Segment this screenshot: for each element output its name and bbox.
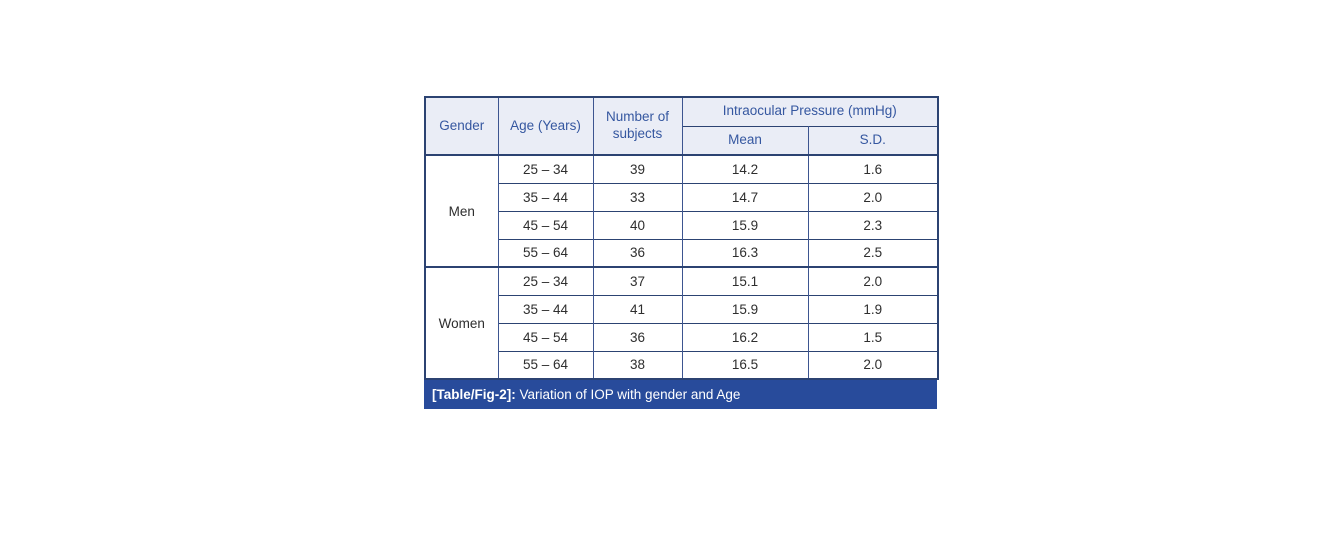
table-row: 55 – 64 38 16.5 2.0 — [425, 350, 939, 379]
cell-mean: 16.3 — [681, 238, 809, 267]
gender-cell-women: Women — [424, 266, 499, 379]
cell-sd: 2.0 — [807, 182, 939, 211]
cell-sd: 2.0 — [807, 350, 939, 379]
cell-subjects: 41 — [592, 294, 683, 323]
cell-sd: 1.6 — [807, 154, 939, 183]
col-header-age: Age (Years) — [497, 97, 594, 155]
table-row: 45 – 54 36 16.2 1.5 — [425, 322, 939, 351]
cell-age: 35 – 44 — [497, 182, 594, 211]
col-header-gender: Gender — [424, 97, 499, 155]
iop-table: Gender Age (Years) Number of subjects In… — [424, 96, 940, 380]
cell-sd: 2.0 — [807, 266, 939, 295]
gender-cell-men: Men — [424, 154, 499, 267]
cell-mean: 15.1 — [681, 266, 809, 295]
cell-subjects: 39 — [592, 154, 683, 183]
cell-mean: 16.5 — [681, 350, 809, 379]
cell-age: 25 – 34 — [497, 266, 594, 295]
cell-sd: 2.5 — [807, 238, 939, 267]
cell-age: 35 – 44 — [497, 294, 594, 323]
table-body: Men 25 – 34 39 14.2 1.6 35 – 44 33 14.7 … — [424, 154, 939, 379]
col-header-subjects: Number of subjects — [592, 97, 683, 155]
cell-age: 45 – 54 — [497, 210, 594, 239]
caption-label: [Table/Fig-2]: — [432, 387, 516, 402]
caption-text: Variation of IOP with gender and Age — [515, 387, 741, 402]
cell-subjects: 40 — [592, 210, 683, 239]
cell-subjects: 33 — [592, 182, 683, 211]
table-figure: Gender Age (Years) Number of subjects In… — [424, 96, 940, 409]
cell-subjects: 38 — [592, 350, 683, 379]
cell-mean: 14.7 — [681, 182, 809, 211]
table-caption: [Table/Fig-2]: Variation of IOP with gen… — [424, 380, 937, 409]
cell-mean: 16.2 — [681, 322, 809, 351]
table-row: 45 – 54 40 15.9 2.3 — [425, 210, 939, 239]
cell-sd: 1.9 — [807, 294, 939, 323]
cell-age: 55 – 64 — [497, 238, 594, 267]
table-header: Gender Age (Years) Number of subjects In… — [424, 97, 939, 155]
table-row: 35 – 44 41 15.9 1.9 — [425, 294, 939, 323]
cell-mean: 14.2 — [681, 154, 809, 183]
table-row: 35 – 44 33 14.7 2.0 — [425, 182, 939, 211]
cell-sd: 1.5 — [807, 322, 939, 351]
col-header-mean: Mean — [681, 125, 809, 155]
table-row: 55 – 64 36 16.3 2.5 — [425, 238, 939, 267]
cell-subjects: 36 — [592, 238, 683, 267]
col-header-iop: Intraocular Pressure (mmHg) — [681, 97, 939, 126]
cell-age: 25 – 34 — [497, 154, 594, 183]
cell-mean: 15.9 — [681, 210, 809, 239]
cell-age: 45 – 54 — [497, 322, 594, 351]
cell-age: 55 – 64 — [497, 350, 594, 379]
cell-sd: 2.3 — [807, 210, 939, 239]
table-row: Women 25 – 34 37 15.1 2.0 — [424, 266, 939, 379]
cell-mean: 15.9 — [681, 294, 809, 323]
table-row: Men 25 – 34 39 14.2 1.6 — [424, 154, 939, 267]
col-header-sd: S.D. — [807, 125, 939, 155]
cell-subjects: 36 — [592, 322, 683, 351]
cell-subjects: 37 — [592, 266, 683, 295]
